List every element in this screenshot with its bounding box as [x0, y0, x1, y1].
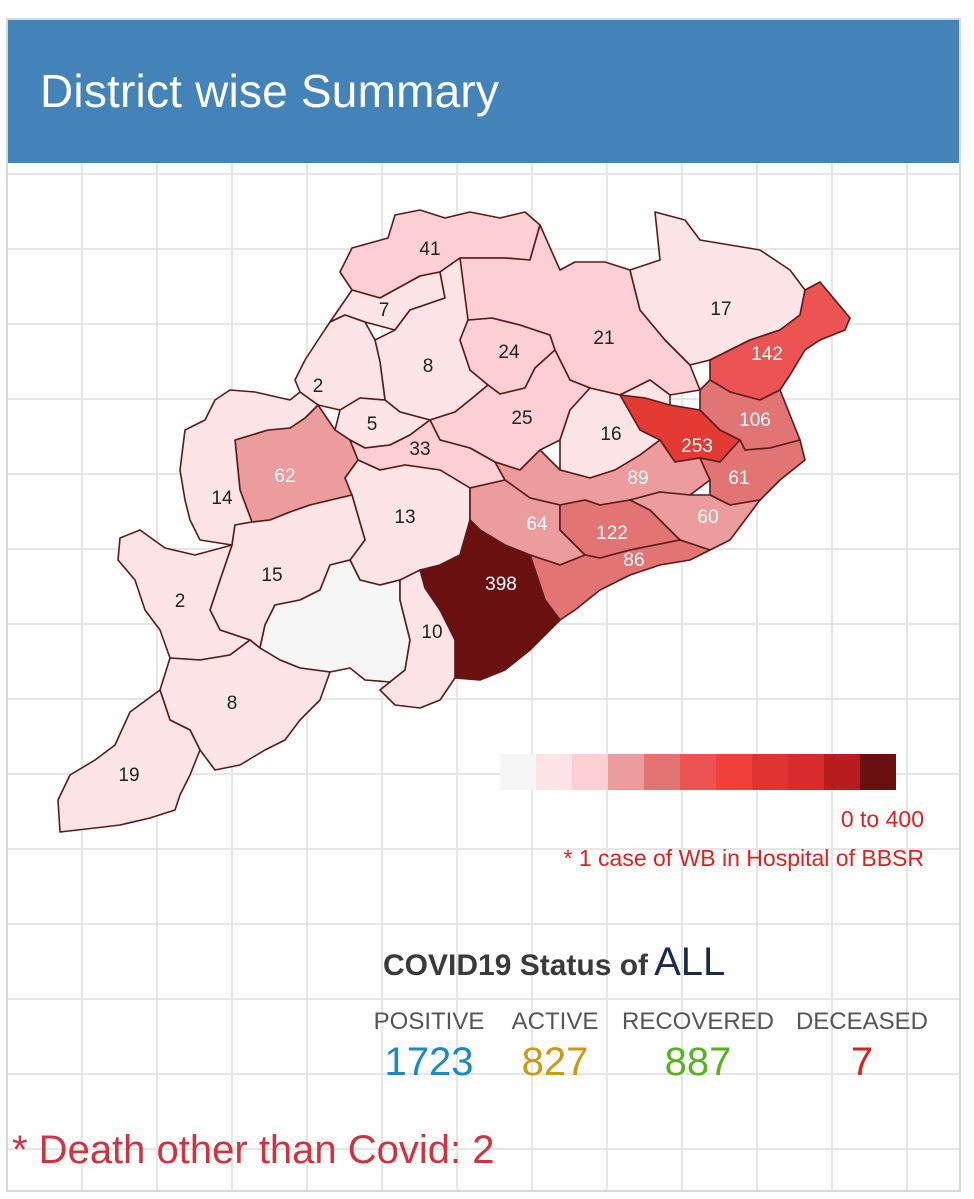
district-label: 89 [627, 468, 648, 489]
legend-swatch [752, 754, 788, 790]
district-19[interactable] [57, 689, 201, 833]
stat-positive: POSITIVE 1723 [370, 1008, 488, 1085]
legend-swatch [500, 754, 536, 790]
footnote: * Death other than Covid: 2 [12, 1128, 495, 1172]
status-title: COVID19 Status of ALL [383, 940, 725, 985]
district-label: 25 [511, 408, 532, 429]
district-label: 13 [394, 507, 415, 528]
stat-active-label: ACTIVE [511, 1008, 599, 1035]
district-label: 106 [739, 410, 771, 431]
district-label: 253 [681, 436, 713, 457]
stat-recovered-label: RECOVERED [621, 1008, 775, 1035]
legend-swatch [536, 754, 572, 790]
legend-swatch [608, 754, 644, 790]
district-label: 8 [423, 356, 434, 377]
legend-swatch [644, 754, 680, 790]
district-label: 60 [697, 507, 718, 528]
stat-recovered-value: 887 [664, 1040, 732, 1084]
district-label: 398 [485, 574, 517, 595]
page-title: District wise Summary [40, 65, 500, 117]
district-label: 16 [600, 424, 621, 445]
district-label: 14 [211, 488, 233, 509]
stat-positive-label: POSITIVE [373, 1008, 485, 1035]
district-labels: 41 7 8 24 21 17 142 2 5 25 16 253 106 62… [118, 239, 782, 786]
district-label: 61 [728, 468, 749, 489]
district-label: 41 [419, 239, 440, 260]
district-label: 21 [593, 328, 614, 349]
stat-recovered: RECOVERED 887 [620, 1008, 776, 1085]
district-label: 10 [421, 622, 442, 643]
status-title-prefix: COVID19 Status of [383, 949, 649, 982]
stat-deceased-value: 7 [850, 1040, 874, 1084]
district-label: 86 [623, 550, 644, 571]
district-10[interactable] [379, 569, 456, 709]
legend-swatch [824, 754, 860, 790]
stat-positive-value: 1723 [384, 1040, 474, 1084]
legend-swatch [716, 754, 752, 790]
legend-swatch [788, 754, 824, 790]
district-label: 5 [367, 414, 378, 435]
district-label: 64 [526, 514, 548, 535]
district-label: 8 [227, 693, 238, 714]
stat-deceased: DECEASED 7 [794, 1008, 930, 1085]
district-2-nw[interactable] [294, 314, 386, 411]
district-label: 33 [409, 439, 430, 460]
status-title-scope: ALL [654, 940, 726, 984]
district-label: 122 [596, 523, 628, 544]
legend-range: 0 to 400 [840, 806, 924, 832]
stat-deceased-label: DECEASED [795, 1008, 929, 1035]
district-shapes [57, 209, 851, 833]
district-86[interactable] [529, 539, 711, 621]
district-label: 2 [175, 591, 186, 612]
legend-swatch [572, 754, 608, 790]
legend-note: * 1 case of WB in Hospital of BBSR [563, 845, 925, 871]
district-label: 15 [261, 565, 282, 586]
district-label: 142 [751, 344, 783, 365]
header-bar: District wise Summary [8, 20, 959, 163]
district-label: 7 [379, 300, 390, 321]
district-label: 17 [710, 299, 731, 320]
district-label: 62 [274, 466, 295, 487]
district-60[interactable] [629, 491, 761, 551]
district-label: 19 [118, 765, 139, 786]
legend-swatch [680, 754, 716, 790]
stat-active: ACTIVE 827 [507, 1008, 603, 1085]
stat-active-value: 827 [521, 1040, 589, 1084]
legend-swatch [860, 754, 896, 790]
district-label: 2 [313, 376, 324, 397]
color-legend [500, 754, 896, 790]
district-label: 24 [498, 342, 520, 363]
